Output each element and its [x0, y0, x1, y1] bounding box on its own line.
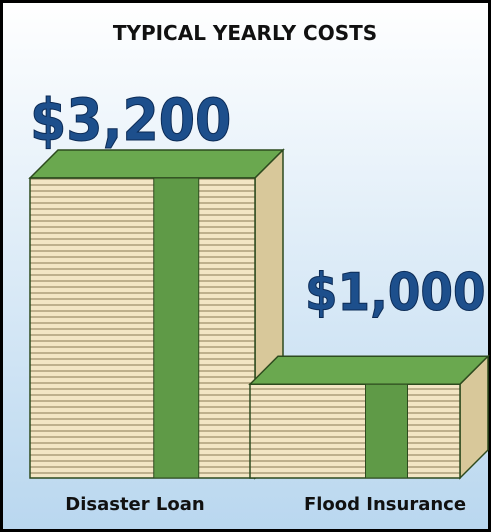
- money-stack: [30, 150, 283, 478]
- value-label: $1,000: [305, 263, 486, 323]
- money-stack: [250, 356, 488, 478]
- title: TYPICAL YEARLY COSTS: [113, 21, 377, 45]
- infographic: TYPICAL YEARLY COSTS $3,200 Disaster Loan…: [0, 0, 491, 532]
- money-stack-body: [250, 384, 460, 478]
- band: [154, 178, 199, 478]
- category-label: Flood Insurance: [304, 494, 466, 515]
- stack-top: [250, 356, 488, 384]
- category-label: Disaster Loan: [65, 494, 204, 515]
- band: [366, 384, 408, 478]
- value-label: $3,200: [30, 86, 231, 154]
- stack-top: [30, 150, 283, 178]
- money-stack-body: [30, 178, 255, 478]
